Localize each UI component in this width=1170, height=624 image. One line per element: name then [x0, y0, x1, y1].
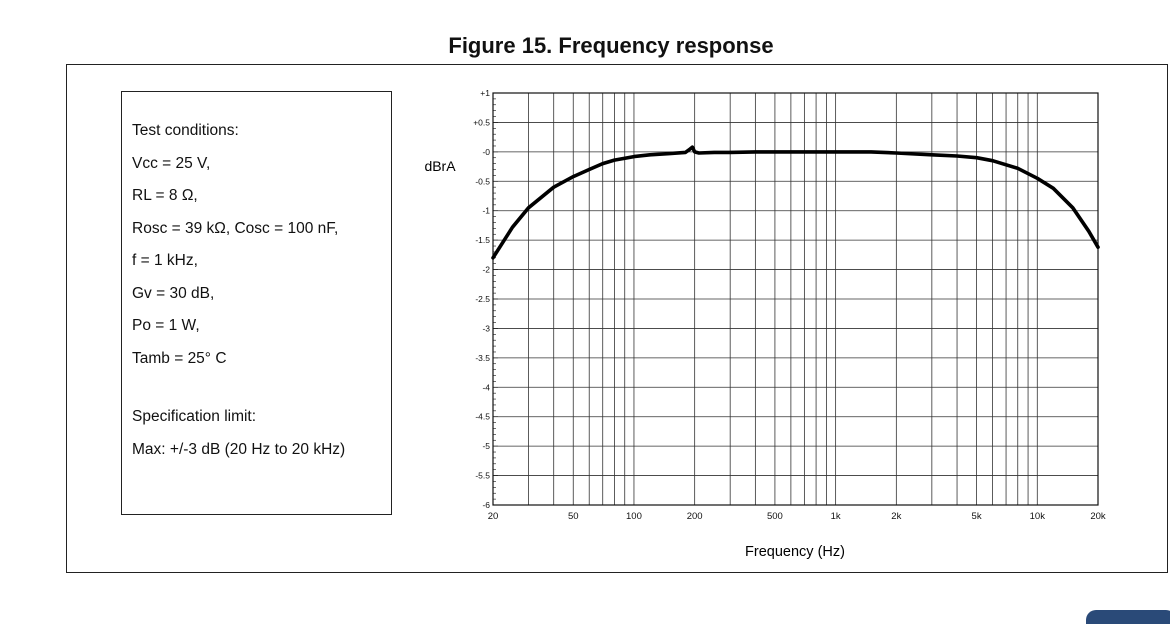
x-tick-label: 20: [488, 511, 499, 522]
figure-title: Figure 15. Frequency response: [448, 33, 774, 58]
condition-line: RL = 8 Ω,: [132, 187, 198, 204]
chart-plot: [491, 145, 1100, 260]
condition-line: Vcc = 25 V,: [132, 154, 211, 172]
x-tick-label: 50: [568, 511, 579, 522]
chart-axes: +1 +0.5 -0 -0.5 -1 -1.5 -2 -2.5 -3 -3.5 -4 -4.5 -5 -5…: [473, 88, 1106, 522]
test-conditions-box: Test conditions: Vcc = 25 V, RL = 8 Ω, Rosc…: [121, 91, 392, 515]
condition-line: f = 1 kHz,: [132, 252, 198, 269]
condition-line: Max: +/-3 dB (20 Hz to 20 kHz): [132, 440, 346, 458]
x-tick-label: 10k: [1030, 511, 1046, 522]
x-axis-label: Frequency (Hz): [745, 544, 845, 560]
figure-frame: [66, 64, 1168, 573]
x-tick-label: 1k: [831, 511, 841, 522]
y-tick-label: -4: [482, 382, 490, 392]
condition-line: Test conditions:: [132, 122, 239, 139]
x-tick-label: 2k: [891, 511, 901, 522]
x-tick-label: 200: [687, 511, 703, 522]
y-tick-label: -2.5: [475, 294, 490, 304]
y-tick-label: -1: [482, 206, 490, 216]
y-tick-label: -1.5: [475, 235, 490, 245]
y-tick-label: -3: [482, 323, 490, 333]
condition-line: Rosc = 39 kΩ, Cosc = 100 nF,: [132, 219, 339, 237]
page-corner-tab: [1086, 610, 1170, 624]
x-tick-label: 20k: [1090, 511, 1106, 522]
y-tick-label: -5.5: [475, 471, 490, 481]
condition-line: Po = 1 W,: [132, 317, 200, 334]
series-line-response: [491, 145, 1100, 260]
y-axis-label: dBrA: [424, 158, 456, 174]
x-tick-label: 500: [767, 511, 783, 522]
y-tick-label: -3.5: [475, 353, 490, 363]
condition-line: Tamb = 25° C: [132, 349, 227, 367]
y-tick-label: +1: [480, 88, 490, 98]
y-tick-label: -2: [482, 265, 490, 275]
x-tick-label: 100: [626, 511, 642, 522]
y-tick-label: +0.5: [473, 117, 490, 127]
y-tick-label: -0: [482, 147, 490, 157]
y-tick-label: -4.5: [475, 412, 490, 422]
condition-line: Specification limit:: [132, 408, 257, 425]
condition-line: Gv = 30 dB,: [132, 284, 215, 302]
x-tick-label: 5k: [972, 511, 982, 522]
y-tick-label: -0.5: [475, 176, 490, 186]
chart-grid: [493, 93, 1098, 505]
y-tick-label: -5: [482, 441, 490, 451]
y-tick-label: -6: [482, 500, 490, 510]
